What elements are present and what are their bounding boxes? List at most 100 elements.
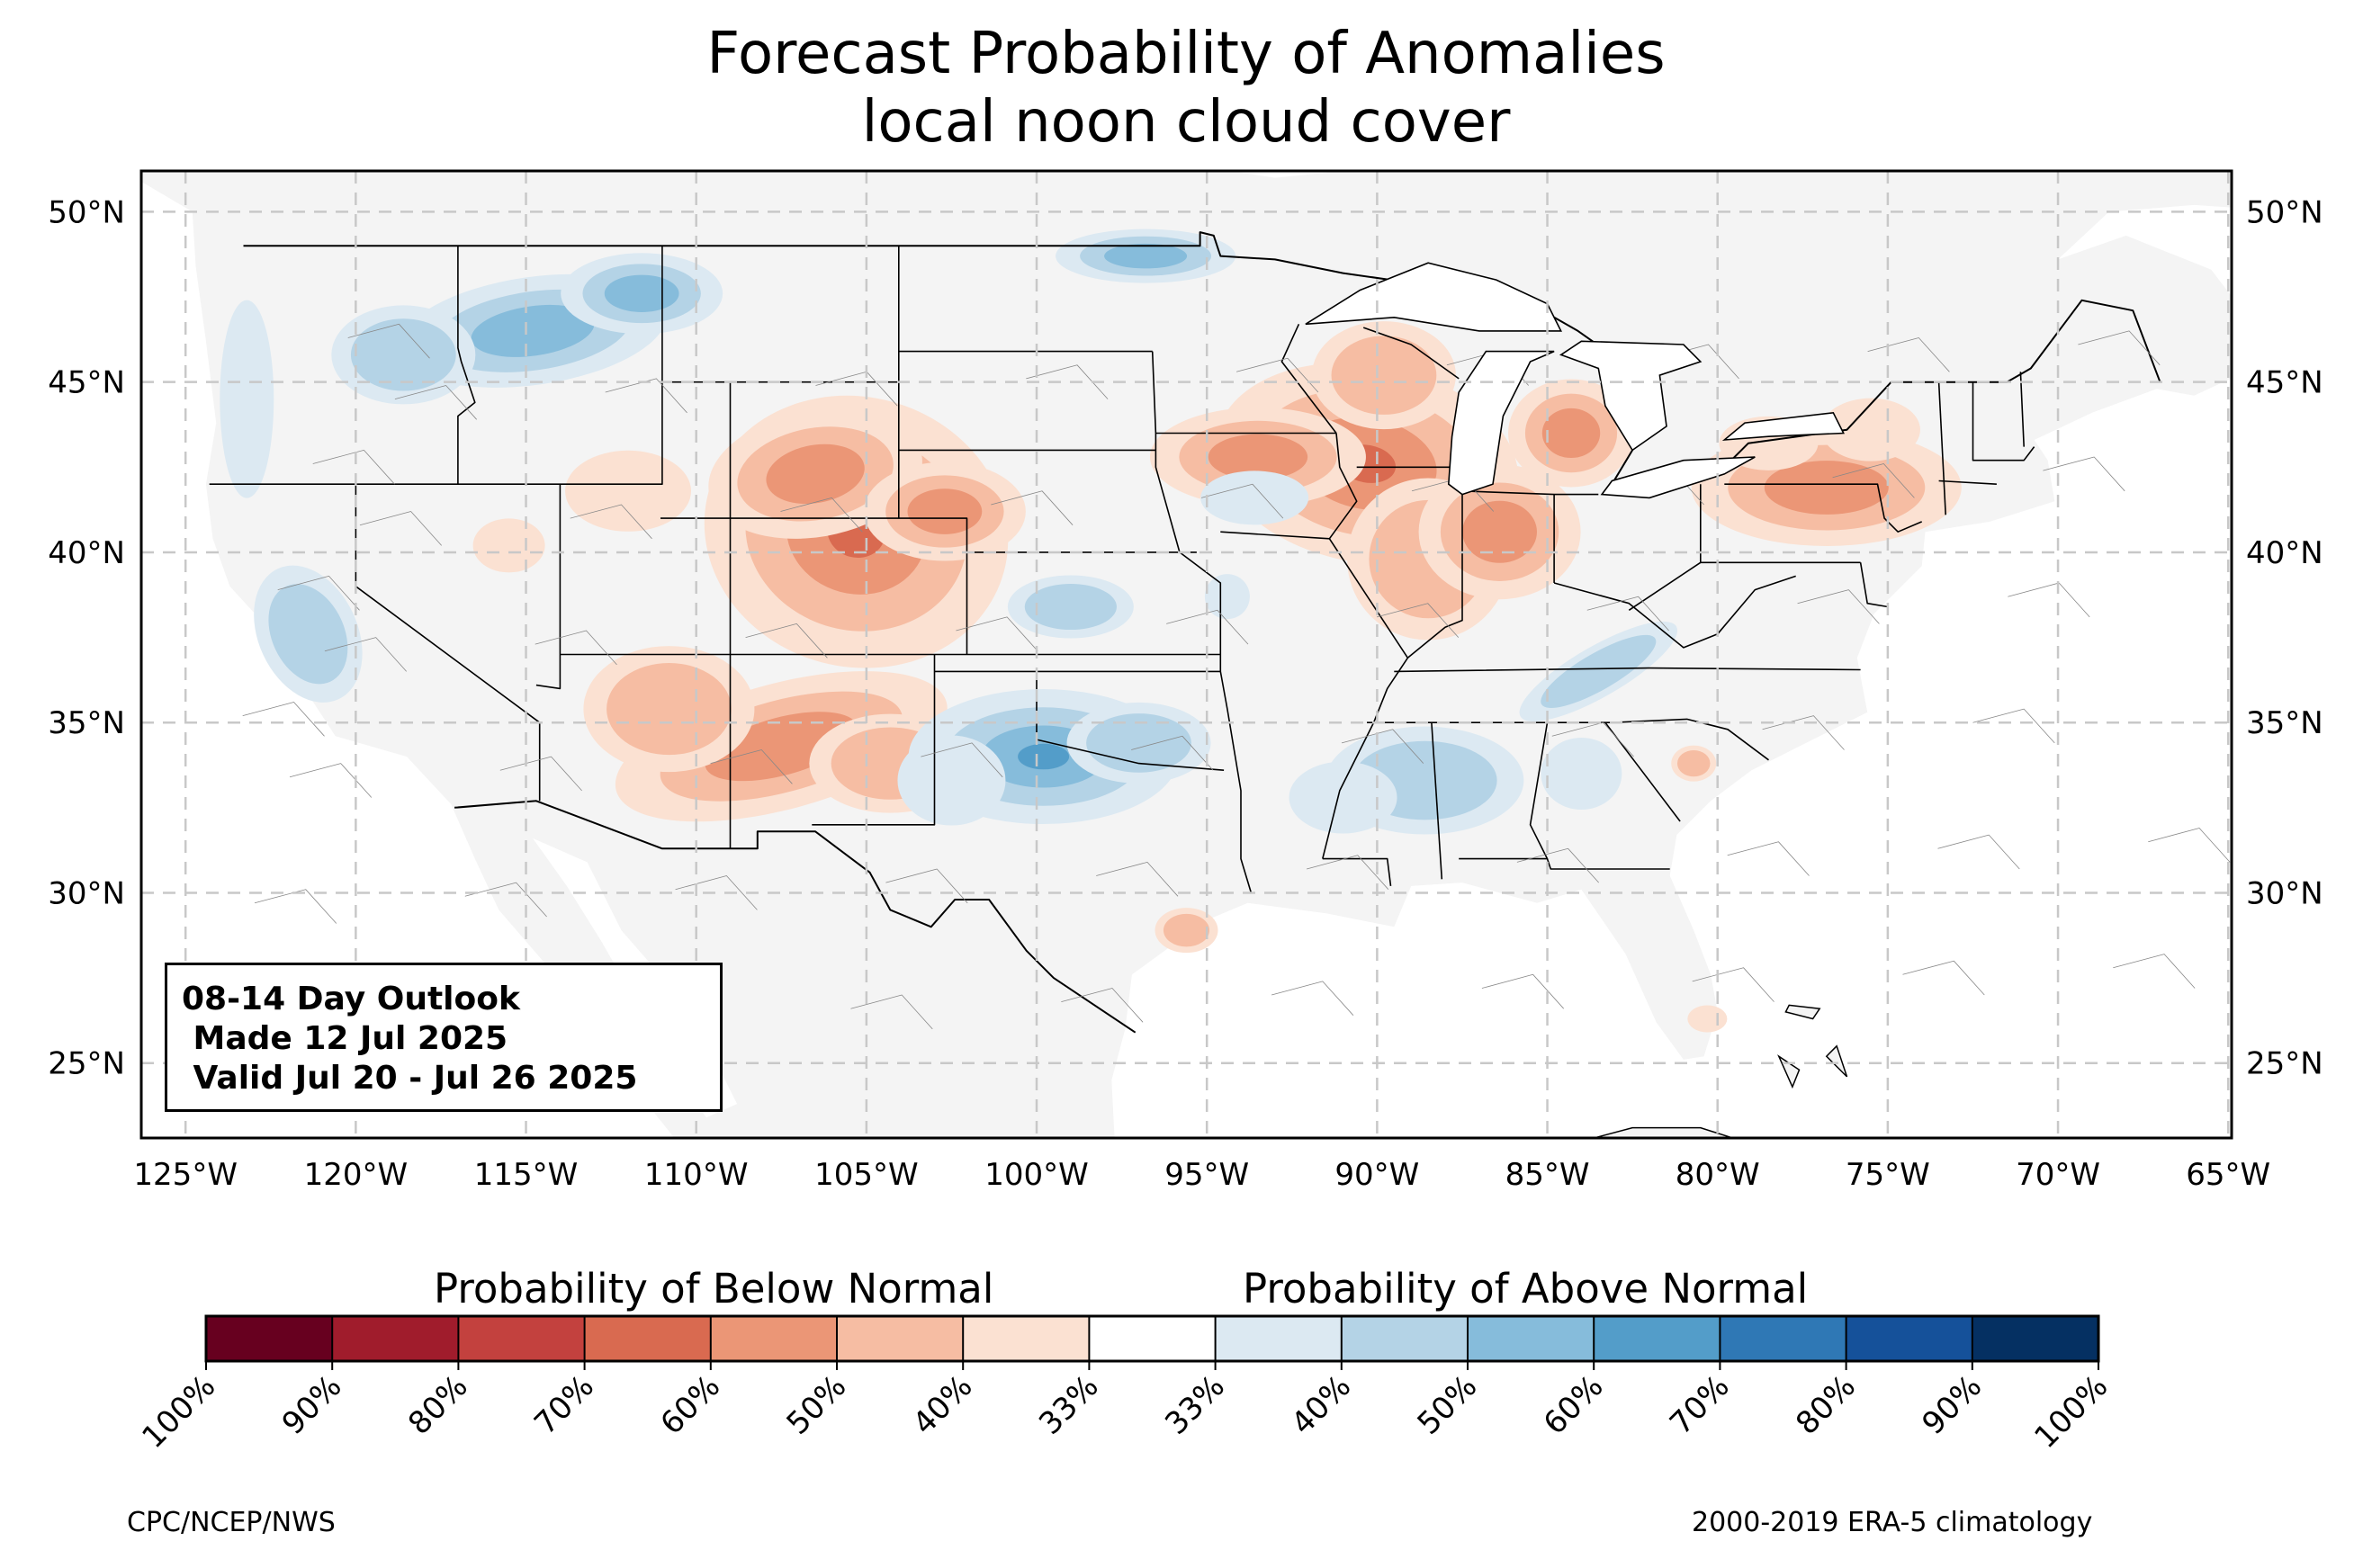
lat-label-left-1: 45°N xyxy=(48,365,125,401)
lon-label-3: 110°W xyxy=(644,1157,749,1193)
climate-division-line-26 xyxy=(1131,735,1214,771)
chart-title-line1: Forecast Probability of Anomalies xyxy=(706,21,1666,87)
lat-label-left-3: 35°N xyxy=(48,705,125,741)
climate-division-line-29 xyxy=(1235,357,1319,393)
climate-division-line-33 xyxy=(1376,603,1460,638)
lat-label-right-3: 35°N xyxy=(2246,705,2323,741)
below-iowa-west-50 xyxy=(1208,434,1308,480)
below-nevada-30 xyxy=(472,518,545,573)
climate-division-line-49 xyxy=(1937,834,2020,870)
lon-label-5: 100°W xyxy=(984,1157,1089,1193)
state-border-21 xyxy=(1459,722,1549,860)
state-border-35 xyxy=(2019,372,2025,447)
climate-division-line-27 xyxy=(1166,609,1249,645)
mexico-border xyxy=(454,800,1137,1034)
below-new-mexico-50 xyxy=(705,712,858,782)
colorbar-swatch-11 xyxy=(1594,1316,1721,1361)
lat-label-right-4: 30°N xyxy=(2246,875,2323,911)
bahamas-island-0 xyxy=(1784,1004,1821,1020)
colorbar-above-label: Probability of Above Normal xyxy=(1243,1265,1809,1313)
climate-division-line-55 xyxy=(2148,828,2231,863)
state-border-31 xyxy=(1724,483,1923,533)
climate-division-line-52 xyxy=(2043,456,2125,492)
colorbar-tick-label-14: 90% xyxy=(1915,1368,1989,1442)
above-missouri-30 xyxy=(1204,574,1250,620)
atlantic-gulf-ocean xyxy=(1111,378,2232,1138)
axis-ticks: 50°N 50°N 45°N 45°N 40°N 40°N 35°N 35°N 30°N 30°N… xyxy=(48,194,2323,1193)
gridlines xyxy=(141,171,2232,1138)
colorbar-swatch-5 xyxy=(837,1316,964,1361)
lat-label-right-2: 40°N xyxy=(2246,535,2323,571)
climate-division-line-59 xyxy=(347,323,430,359)
state-border-29 xyxy=(1461,490,1599,496)
colorbar-tick-label-0: 100% xyxy=(135,1368,222,1456)
below-wyoming-50 xyxy=(766,444,865,505)
colorbar-tick-label-8: 33% xyxy=(1158,1368,1232,1442)
climate-division-line-32 xyxy=(1341,729,1424,764)
state-border-40 xyxy=(1859,562,1889,608)
lon-label-1: 120°W xyxy=(304,1157,409,1193)
below-new-york-30 xyxy=(1820,398,1920,461)
state-border-20 xyxy=(1431,722,1443,880)
lat-label-right-1: 45°N xyxy=(2246,365,2323,401)
climate-division-line-54 xyxy=(2113,954,2196,989)
state-border-27 xyxy=(1406,494,1463,659)
above-oregon-40 xyxy=(350,318,456,391)
climate-division-line-48 xyxy=(1902,960,1985,996)
colorbar-tick-label-5: 50% xyxy=(780,1368,854,1442)
below-nebraska-50 xyxy=(907,488,983,534)
colorbar-tick-label-10: 50% xyxy=(1411,1368,1485,1442)
climate-division-line-57 xyxy=(277,576,360,611)
below-pennsylvania-50 xyxy=(1764,461,1889,515)
climate-division-line-56 xyxy=(242,702,325,737)
colorbar-tick-label-2: 80% xyxy=(401,1368,475,1442)
climate-division-line-22 xyxy=(991,490,1074,525)
colorbar-swatch-6 xyxy=(963,1316,1090,1361)
climate-division-line-44 xyxy=(1762,715,1845,750)
gulf-of-st-lawrence xyxy=(2058,204,2232,297)
colorbar-swatch-3 xyxy=(584,1316,712,1361)
state-border-30 xyxy=(1700,484,1861,564)
climate-division-line-2 xyxy=(289,763,373,798)
lon-label-7: 90°W xyxy=(1334,1157,1419,1193)
colorbar-swatch-7 xyxy=(1089,1316,1217,1361)
below-michigan-50 xyxy=(1541,408,1601,459)
colorbar-swatch-0 xyxy=(206,1316,333,1361)
climate-division-line-25 xyxy=(1096,862,1179,897)
climate-division-line-45 xyxy=(1797,589,1880,624)
climate-division-line-38 xyxy=(1551,721,1634,757)
great-lake-1 xyxy=(1447,350,1555,496)
state-border-23 xyxy=(1394,667,1861,673)
state-border-13 xyxy=(1151,351,1253,893)
climate-division-line-50 xyxy=(1972,708,2055,744)
climate-division-line-1 xyxy=(254,889,337,924)
climate-division-line-47 xyxy=(1867,337,1950,372)
climate-division-line-24 xyxy=(1061,988,1144,1023)
lat-label-right-5: 25°N xyxy=(2246,1046,2323,1082)
colorbar-swatch-10 xyxy=(1468,1316,1595,1361)
outlook-made-date: Made 12 Jul 2025 xyxy=(182,1020,508,1057)
above-iowa-30 xyxy=(1200,470,1309,525)
lat-label-left-5: 25°N xyxy=(48,1046,125,1082)
climate-division-line-58 xyxy=(312,450,395,485)
above-or-coast-30 xyxy=(220,300,274,498)
state-border-24 xyxy=(1546,858,1670,870)
colorbar-tick-label-11: 60% xyxy=(1537,1368,1611,1442)
colorbar-tick-label-12: 70% xyxy=(1663,1368,1737,1442)
footer-source: CPC/NCEP/NWS xyxy=(127,1507,336,1538)
above-california-40 xyxy=(268,584,348,685)
state-border-14 xyxy=(1036,671,1225,771)
great-lake-4 xyxy=(1721,411,1845,441)
outlook-info-box: 08-14 Day Outlook Made 12 Jul 2025 Valid… xyxy=(165,963,723,1112)
colorbar-swatch-13 xyxy=(1846,1316,1973,1361)
climate-division-line-7 xyxy=(464,882,547,918)
above-idaho-montana-50 xyxy=(471,304,595,357)
state-border-2 xyxy=(355,484,541,802)
lat-label-left-4: 30°N xyxy=(48,875,125,911)
climate-division-line-42 xyxy=(1692,967,1775,1002)
above-louisiana-30 xyxy=(1289,761,1397,834)
lon-label-6: 95°W xyxy=(1164,1157,1249,1193)
climate-division-line-30 xyxy=(1271,981,1354,1016)
state-border-22 xyxy=(1367,718,1769,761)
lon-label-10: 75°W xyxy=(1846,1157,1930,1193)
